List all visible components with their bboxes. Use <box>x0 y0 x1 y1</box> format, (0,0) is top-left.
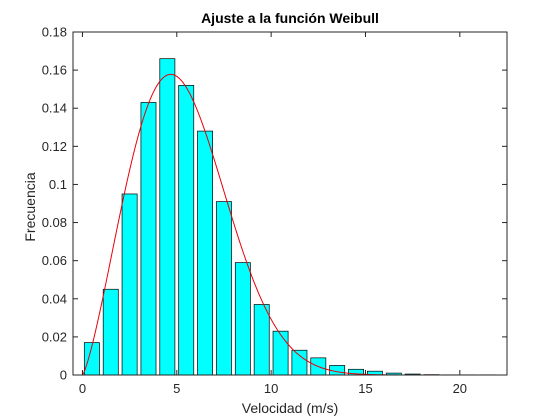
plot-area-frame <box>72 31 508 376</box>
histogram-bar <box>216 201 232 376</box>
y-axis-ticks: 0 0.02 0.04 0.06 0.08 0.1 0.12 0.14 0.16 0.18 <box>42 25 507 383</box>
y-tick-label: 0.06 <box>42 253 67 268</box>
histogram-bar <box>253 304 270 376</box>
x-axis-label: Velocidad (m/s) <box>242 400 338 416</box>
x-tick-label: 20 <box>453 381 467 396</box>
histogram-bar <box>272 330 289 376</box>
histogram-bars <box>83 58 497 376</box>
chart-title: Ajuste a la función Weibull <box>201 10 379 26</box>
x-tick-label: 10 <box>264 381 278 396</box>
x-tick-label: 0 <box>79 381 86 396</box>
y-tick-label: 0.14 <box>42 101 67 116</box>
y-tick-label: 0.04 <box>42 291 67 306</box>
y-tick-label: 0.18 <box>42 25 67 40</box>
histogram-bar <box>140 102 157 376</box>
histogram-bar <box>234 262 251 376</box>
y-tick-label: 0.02 <box>42 329 67 344</box>
histogram-bar <box>197 130 213 376</box>
y-tick-label: 0.16 <box>42 63 67 78</box>
x-axis-ticks: 0 5 10 15 20 <box>79 32 467 396</box>
y-tick-label: 0 <box>60 368 67 383</box>
x-tick-label: 15 <box>358 381 372 396</box>
y-tick-label: 0.08 <box>42 215 67 230</box>
x-tick-label: 5 <box>173 381 180 396</box>
histogram-bar <box>291 349 308 376</box>
y-tick-label: 0.12 <box>42 139 67 154</box>
y-axis-label: Frecuencia <box>22 172 38 241</box>
histogram-bar <box>159 58 176 376</box>
histogram-bar <box>178 85 195 376</box>
histogram-bar <box>102 288 119 376</box>
histogram-bar <box>121 193 138 376</box>
y-tick-label: 0.1 <box>49 177 67 192</box>
